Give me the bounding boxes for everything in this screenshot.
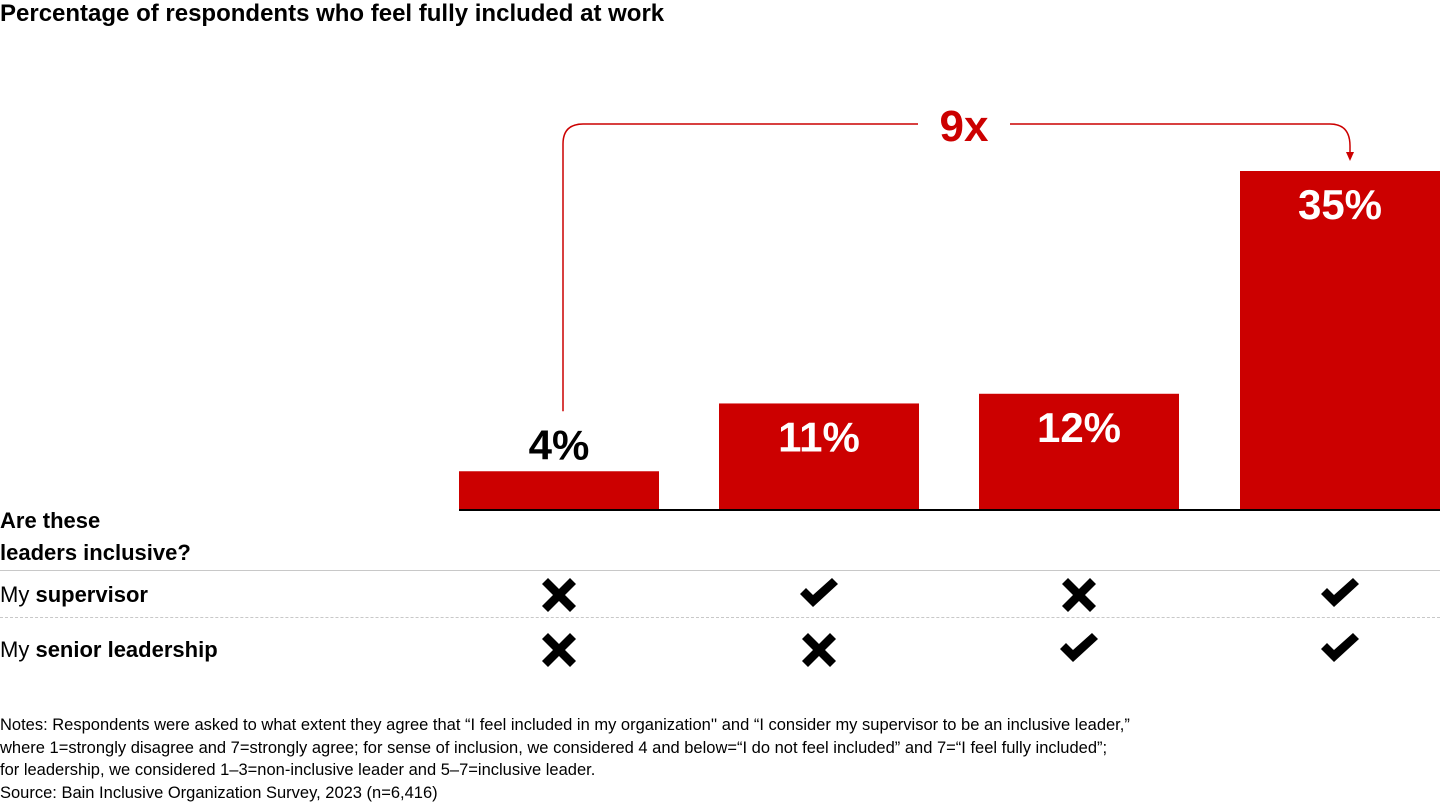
notes-line: where 1=strongly disagree and 7=strongly… (0, 738, 1108, 757)
annotation-label: 9x (940, 102, 989, 151)
row-prefix: My (0, 637, 36, 662)
row-label-supervisor: My supervisor (0, 582, 148, 608)
data-label: 12% (1037, 404, 1121, 451)
data-label: 11% (778, 413, 860, 460)
arrowhead-icon (1346, 152, 1354, 161)
bar-chart: 4% 11% 12% 35% 9x (459, 102, 1440, 667)
data-label: 35% (1298, 181, 1382, 228)
row-label-senior-leadership: My senior leadership (0, 637, 218, 663)
chart-title: Percentage of respondents who feel fully… (0, 0, 665, 27)
question-line: leaders inclusive? (0, 540, 191, 565)
table-question: Are these leaders inclusive? (0, 505, 300, 569)
check-icon (1060, 633, 1098, 662)
bar (719, 403, 919, 510)
data-label: 4% (529, 421, 590, 468)
annotation-line-right (1010, 123, 1351, 154)
notes-line: Notes: Respondents were asked to what ex… (0, 716, 1130, 734)
divider (0, 570, 1440, 571)
dashed-divider (0, 617, 1440, 618)
cross-icon (542, 578, 576, 612)
question-line: Are these (0, 508, 101, 533)
bar (979, 393, 1179, 510)
check-icon (1321, 578, 1359, 607)
cross-icon (542, 633, 576, 667)
check-icon (800, 578, 838, 607)
bar (459, 471, 659, 510)
annotation-line-left (562, 123, 918, 412)
cross-icon (802, 633, 836, 667)
row-prefix: My (0, 582, 36, 607)
source-line: Source: Bain Inclusive Organization Surv… (0, 783, 438, 802)
notes: Notes: Respondents were asked to what ex… (0, 714, 1130, 804)
bar (1240, 171, 1440, 510)
row-bold: supervisor (35, 582, 148, 607)
notes-line: for leadership, we considered 1–3=non-in… (0, 761, 596, 779)
check-icon (1321, 633, 1359, 662)
cross-icon (1062, 578, 1096, 612)
row-bold: senior leadership (35, 637, 218, 662)
